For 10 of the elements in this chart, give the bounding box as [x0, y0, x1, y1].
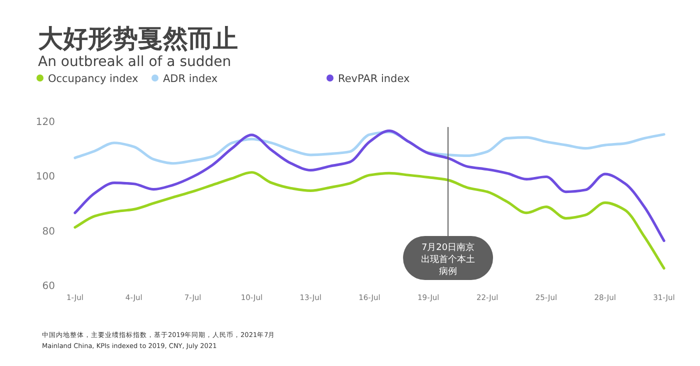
- chart-title: 大好形势戛然而止: [38, 24, 238, 53]
- legend-label: Occupancy index: [48, 73, 138, 85]
- y-tick-label: 80: [42, 226, 55, 238]
- y-tick-label: 60: [42, 281, 55, 292]
- y-tick-label: 120: [36, 117, 55, 128]
- ref-line-label: 7月20日南京出现首个本土病例: [421, 242, 476, 277]
- legend-label: ADR index: [163, 73, 218, 85]
- chart-subtitle: An outbreak all of a sudden: [38, 54, 232, 70]
- y-tick-label: 100: [36, 172, 55, 183]
- legend-label: RevPAR index: [338, 73, 410, 85]
